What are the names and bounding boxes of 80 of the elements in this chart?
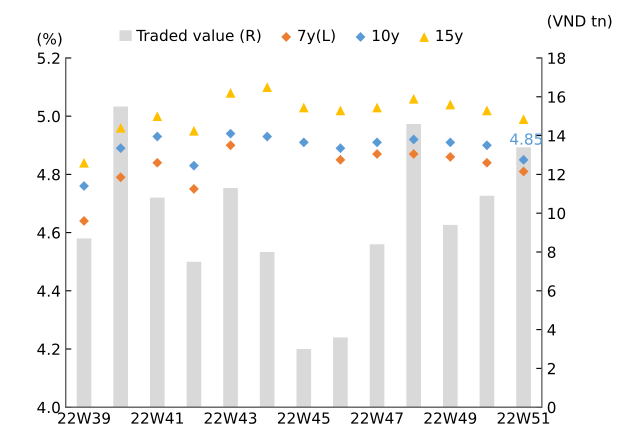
point (372, 137, 382, 148)
y2-tick-label: 4 (547, 324, 556, 336)
x-tick-label: 22W47 (351, 412, 403, 424)
point (372, 149, 382, 159)
y2-tick-label: 0 (548, 402, 556, 414)
y-tick-label: 4.6 (37, 227, 60, 239)
point (226, 128, 236, 139)
point (152, 132, 162, 142)
point (152, 111, 162, 122)
point (79, 181, 89, 191)
point (189, 160, 199, 171)
y2-tick-label: 6 (548, 285, 556, 297)
point (372, 102, 382, 112)
point (518, 166, 528, 176)
point (518, 154, 528, 165)
point (116, 143, 126, 154)
point (116, 122, 126, 133)
y-tick-label: 4.2 (37, 343, 60, 355)
legend-label: Traded value (R) (136, 29, 260, 43)
point (262, 132, 272, 142)
x-tick-label: 22W49 (424, 412, 476, 424)
point (482, 106, 492, 116)
bar (480, 196, 494, 408)
point (445, 152, 456, 162)
point (298, 102, 309, 112)
point (116, 172, 126, 182)
x-tick-label: 22W51 (498, 412, 550, 424)
point (408, 94, 419, 104)
point (152, 158, 162, 168)
point (408, 149, 419, 159)
point (408, 134, 419, 144)
y2-tick-label: 2 (548, 362, 555, 374)
point (336, 106, 346, 116)
y2-tick-label: 16 (548, 91, 566, 103)
y2-tick-label: 10 (548, 208, 566, 220)
point (336, 143, 346, 154)
y2-tick-label: 14 (548, 130, 566, 142)
y-tick-label: 5.0 (38, 110, 60, 122)
point (298, 137, 309, 148)
legend-label: 7y(L) (298, 29, 335, 44)
point (189, 184, 199, 194)
bar (406, 124, 422, 408)
x-tick-label: 22W39 (58, 412, 110, 424)
bar (260, 252, 274, 408)
point (445, 100, 456, 110)
bar (333, 337, 348, 408)
bar (150, 198, 165, 408)
x-tick-label: 22W41 (131, 412, 183, 424)
point (226, 88, 236, 98)
point (518, 114, 528, 124)
point (445, 137, 456, 148)
y-axis-title: (%) (38, 32, 62, 46)
point (482, 140, 492, 150)
y-tick-label: 4.0 (37, 402, 60, 414)
x-tick-label: 22W45 (278, 412, 330, 424)
y2-tick-label: 8 (548, 246, 556, 258)
bar (223, 188, 238, 408)
y-tick-label: 5.2 (38, 52, 60, 64)
bar (186, 262, 202, 408)
bar (296, 348, 312, 408)
bar (370, 244, 384, 408)
point (79, 216, 89, 226)
bar (516, 147, 531, 408)
point (226, 140, 236, 150)
point (79, 158, 89, 168)
y-tick-label: 4.8 (37, 168, 60, 180)
bar (76, 238, 92, 408)
y-tick-label: 4.4 (37, 285, 60, 297)
bar (442, 224, 458, 408)
point (189, 126, 199, 136)
y2-tick-label: 18 (548, 52, 566, 64)
legend-label: 15y (436, 30, 463, 44)
point (336, 154, 346, 165)
point (262, 82, 272, 92)
point (482, 158, 492, 168)
y2-axis-title: (VND tn) (548, 14, 612, 29)
x-tick-label: 22W43 (204, 412, 256, 424)
bar (113, 106, 128, 408)
y2-tick-label: 12 (548, 168, 565, 180)
legend-label: 10y (372, 30, 400, 44)
